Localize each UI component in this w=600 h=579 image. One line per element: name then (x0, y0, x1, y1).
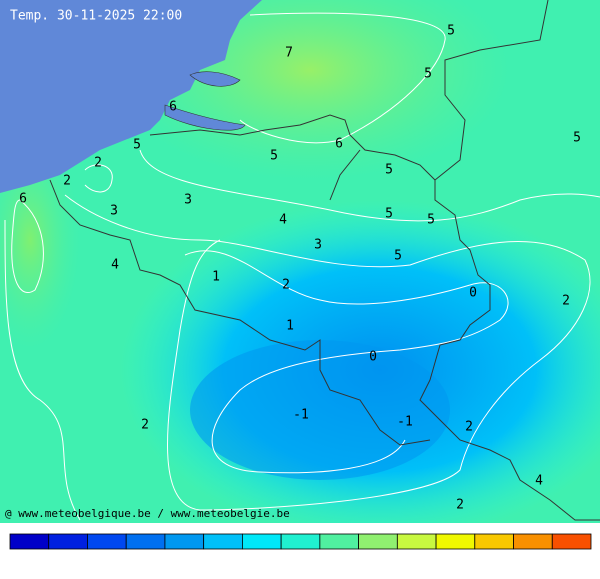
contour-label: 2 (282, 278, 290, 293)
scale-swatch (513, 533, 553, 550)
contour-label: 4 (279, 213, 287, 228)
contour-label: 5 (270, 149, 278, 164)
contour-label: 6 (169, 100, 177, 115)
contour-label: 0 (369, 350, 377, 365)
contour-label: 2 (465, 420, 473, 435)
contour-label: 2 (141, 418, 149, 433)
contour-label: 2 (456, 498, 464, 513)
scale-swatch (435, 533, 476, 550)
map-title: Temp. 30-11-2025 22:00 (10, 9, 182, 24)
contour-label: 3 (184, 193, 192, 208)
contour-label: 3 (314, 238, 322, 253)
scale-swatch (474, 533, 514, 550)
contour-label: 5 (424, 67, 432, 82)
scale-swatch (9, 533, 50, 550)
credit: @ www.meteobelgique.be / www.meteobelgie… (5, 507, 290, 520)
scale-swatch (280, 533, 321, 550)
contour-label: 1 (212, 270, 220, 285)
contour-label: 1 (286, 319, 294, 334)
contour-label: -1 (293, 408, 309, 423)
scale-swatch (48, 533, 88, 550)
contour-label: 6 (19, 192, 27, 207)
sea (0, 0, 262, 193)
scale-swatch (396, 533, 437, 550)
scale-swatch (164, 533, 205, 550)
scale-swatch (358, 533, 398, 550)
contour-label: 5 (133, 138, 141, 153)
contour-label: 3 (110, 204, 118, 219)
estuaries (164, 71, 246, 131)
contour-label: 2 (94, 156, 102, 171)
contour-label: 2 (63, 174, 71, 189)
borders (49, 0, 600, 521)
contour-label: 5 (394, 249, 402, 264)
contour-label: 6 (335, 137, 343, 152)
scale-swatch (241, 533, 282, 550)
contour-label: 0 (469, 286, 477, 301)
contour-label: 2 (562, 294, 570, 309)
contour-label: 5 (385, 207, 393, 222)
contour-label: 4 (111, 258, 119, 273)
cold-area (190, 340, 450, 480)
contour-label: 5 (385, 163, 393, 178)
isotherms (4, 12, 600, 521)
scale-swatch (203, 533, 243, 550)
scale-swatch (87, 533, 127, 550)
contour-label: 4 (535, 474, 543, 489)
contour-label: 7 (285, 46, 293, 61)
scale-swatch (125, 533, 166, 550)
contour-label: 5 (573, 131, 581, 146)
scale-swatch (319, 533, 360, 550)
contour-label: 5 (447, 24, 455, 39)
contour-label: -1 (397, 415, 413, 430)
scale-swatch (551, 533, 592, 550)
contour-label: 5 (427, 213, 435, 228)
